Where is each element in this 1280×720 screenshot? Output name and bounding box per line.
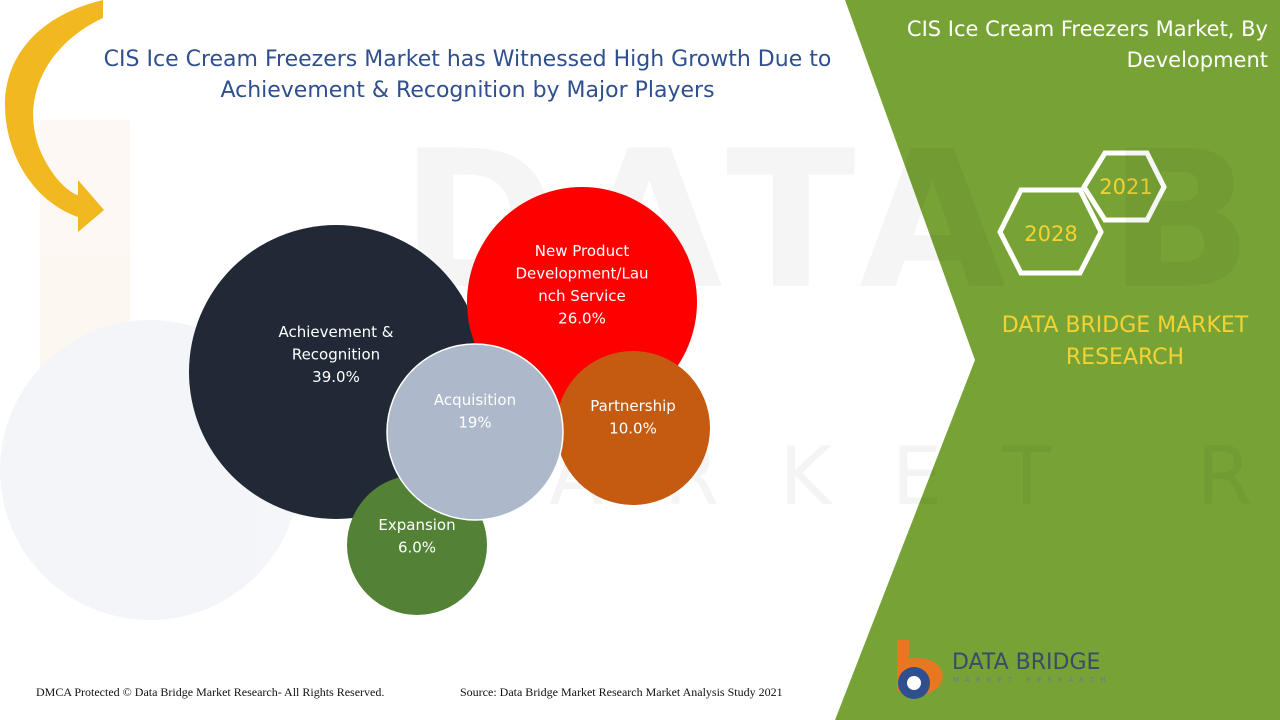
hexagon-2021-icon (1081, 150, 1167, 223)
year-2028-label: 2028 (1024, 222, 1077, 246)
page-title: CIS Ice Cream Freezers Market has Witnes… (103, 47, 832, 103)
gold-arrow-icon (5, 0, 104, 232)
source-text: Source: Data Bridge Market Research Mark… (460, 685, 783, 699)
bubble-label-achievement-recognition: Achievement & Recognition 39.0% (279, 323, 394, 386)
data-bridge-logo-icon (897, 640, 943, 699)
logo-subtitle: MARKET RESEARCH (953, 676, 1112, 684)
bubble-label-partnership: Partnership 10.0% (590, 397, 676, 438)
bubble-acquisition (386, 343, 564, 521)
side-panel-title: CIS Ice Cream Freezers Market, By Develo… (906, 17, 1268, 72)
bubble-label-new-product-development-launch-service: New Product Development/Lau nch Service 26.… (515, 242, 648, 328)
logo-name: DATA BRIDGE (952, 650, 1101, 675)
bubble-label-expansion: Expansion 6.0% (378, 516, 455, 557)
hexagon-2028-icon (997, 187, 1104, 276)
green-panel (835, 0, 1280, 720)
copyright-text: DMCA Protected © Data Bridge Market Rese… (36, 685, 385, 699)
bubble-label-acquisition: Acquisition 19% (434, 391, 516, 432)
brand-name: DATA BRIDGE MARKET RESEARCH (1001, 313, 1249, 370)
bubble-partnership (556, 351, 710, 505)
year-2021-label: 2021 (1099, 175, 1152, 199)
